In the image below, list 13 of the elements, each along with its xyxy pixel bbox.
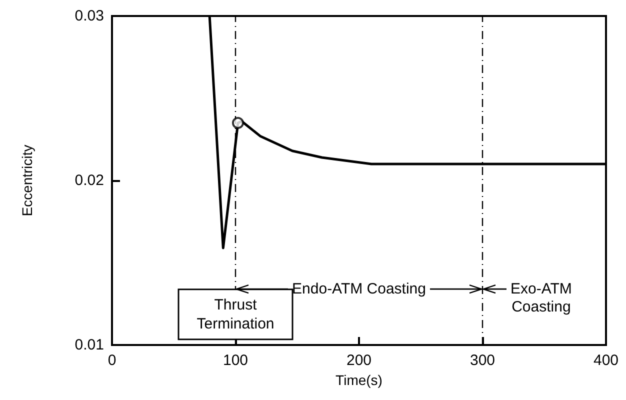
x-axis-title: Time(s) [336, 372, 382, 388]
annotation: Endo-ATM Coasting [292, 280, 426, 298]
annotation: Exo-ATM Coasting [510, 280, 572, 316]
y-tick-label: 0.01 [74, 336, 104, 354]
y-tick-label: 0.02 [74, 172, 104, 189]
annotation: Thrust Termination [196, 296, 274, 332]
y-axis-title: Eccentricity [19, 144, 35, 216]
x-tick-label: 300 [470, 352, 496, 369]
y-tick-label: 0.03 [74, 8, 104, 24]
x-tick-label: 0 [108, 352, 116, 369]
x-tick-label: 200 [346, 352, 372, 369]
x-tick-label: 400 [593, 352, 619, 369]
x-tick-label: 100 [222, 352, 248, 369]
